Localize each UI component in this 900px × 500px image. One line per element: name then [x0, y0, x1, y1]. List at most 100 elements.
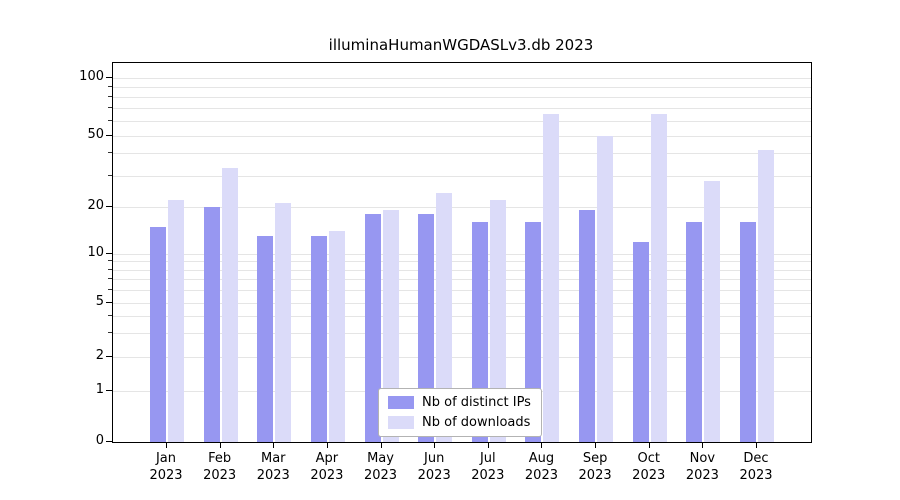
x-tick-label-feb: Feb 2023 — [203, 451, 237, 483]
legend-item-distinct-ips: Nb of distinct IPs — [388, 395, 531, 410]
y-minor-tick-mark — [108, 268, 112, 270]
y-minor-tick-mark — [108, 85, 112, 87]
gridline — [113, 107, 811, 109]
y-tick-label: 5 — [95, 294, 104, 309]
x-tick-mark — [595, 443, 597, 448]
bar-distinct-ips-sep — [579, 210, 596, 442]
gridline — [113, 333, 811, 335]
y-tick-label: 2 — [95, 348, 104, 363]
x-tick-label-apr: Apr 2023 — [310, 451, 344, 483]
x-tick-label-dec: Dec 2023 — [739, 451, 773, 483]
chart-title: illuminaHumanWGDASLv3.db 2023 — [328, 36, 594, 54]
gridline — [113, 269, 811, 271]
x-tick-mark — [756, 443, 757, 448]
gridline — [113, 86, 811, 88]
y-tick-mark — [106, 253, 112, 254]
plot-area: Nb of distinct IPs Nb of downloads — [112, 62, 812, 443]
gridline — [113, 96, 811, 98]
x-tick-mark — [434, 443, 436, 448]
bar-downloads-oct — [650, 114, 667, 442]
y-tick-mark — [106, 441, 112, 442]
gridline — [113, 153, 811, 155]
bar-distinct-ips-mar — [257, 236, 274, 442]
y-minor-tick-mark — [108, 278, 112, 280]
gridline — [113, 78, 811, 79]
y-tick-mark — [106, 77, 112, 78]
y-minor-tick-mark — [108, 119, 112, 121]
bar-distinct-ips-feb — [203, 207, 220, 442]
x-tick-label-may: May 2023 — [363, 451, 398, 483]
bar-distinct-ips-aug — [525, 222, 542, 442]
gridline — [113, 136, 811, 137]
y-tick-mark — [106, 206, 112, 207]
y-minor-tick-mark — [108, 260, 112, 262]
x-tick-mark — [326, 443, 328, 448]
bar-distinct-ips-may — [364, 214, 381, 442]
y-tick-label: 0 — [95, 433, 104, 448]
bar-downloads-jun — [436, 192, 453, 442]
legend-label-downloads: Nb of downloads — [422, 415, 531, 430]
x-tick-mark — [166, 443, 167, 448]
y-tick-label: 100 — [79, 69, 104, 84]
y-tick-mark — [106, 356, 112, 357]
x-tick-label-sep: Sep 2023 — [578, 451, 612, 483]
bar-distinct-ips-nov — [686, 222, 703, 442]
x-tick-mark — [219, 443, 221, 448]
bar-downloads-dec — [758, 149, 774, 442]
y-tick-mark — [106, 302, 112, 303]
x-tick-label-nov: Nov 2023 — [685, 451, 719, 483]
y-minor-tick-mark — [108, 332, 112, 334]
x-tick-label-aug: Aug 2023 — [524, 451, 558, 483]
gridline — [113, 303, 811, 304]
x-tick-mark — [702, 443, 704, 448]
bar-distinct-ips-oct — [632, 241, 649, 442]
y-minor-tick-mark — [108, 174, 112, 176]
y-minor-tick-mark — [108, 152, 112, 154]
legend-swatch-distinct-ips — [388, 396, 414, 409]
bar-distinct-ips-jul — [471, 222, 488, 442]
y-tick-label: 50 — [87, 127, 104, 142]
y-minor-tick-mark — [108, 95, 112, 97]
y-minor-tick-mark — [108, 106, 112, 108]
x-tick-mark — [541, 443, 543, 448]
bar-downloads-jan — [168, 199, 184, 442]
x-tick-label-mar: Mar 2023 — [256, 451, 290, 483]
legend-swatch-downloads — [388, 416, 414, 429]
bar-distinct-ips-jun — [418, 214, 435, 442]
x-tick-mark — [273, 443, 275, 448]
bar-distinct-ips-jan — [150, 226, 166, 442]
legend-item-downloads: Nb of downloads — [388, 415, 531, 430]
legend-label-distinct-ips: Nb of distinct IPs — [422, 395, 531, 410]
bar-downloads-aug — [543, 114, 560, 442]
bar-downloads-apr — [328, 231, 345, 442]
bar-downloads-jul — [489, 199, 506, 442]
gridline — [113, 207, 811, 208]
x-tick-label-jan: Jan 2023 — [149, 451, 183, 483]
gridline — [113, 316, 811, 318]
y-minor-tick-mark — [108, 289, 112, 291]
gridline — [113, 120, 811, 122]
x-tick-label-oct: Oct 2023 — [632, 451, 666, 483]
x-tick-label-jun: Jun 2023 — [417, 451, 451, 483]
bar-downloads-nov — [704, 180, 721, 442]
x-tick-mark — [380, 443, 382, 448]
bar-downloads-sep — [597, 136, 614, 442]
x-tick-label-jul: Jul 2023 — [471, 451, 505, 483]
gridline — [113, 254, 811, 255]
y-tick-label: 20 — [87, 198, 104, 213]
bar-downloads-may — [382, 210, 399, 442]
x-tick-mark — [487, 443, 489, 448]
gridline — [113, 357, 811, 358]
gridline — [113, 261, 811, 263]
y-tick-mark — [106, 135, 112, 136]
legend: Nb of distinct IPs Nb of downloads — [378, 388, 542, 437]
gridline — [113, 175, 811, 177]
x-tick-mark — [648, 443, 650, 448]
bar-distinct-ips-apr — [310, 236, 327, 442]
y-tick-label: 1 — [95, 382, 104, 397]
gridline — [113, 279, 811, 281]
y-tick-mark — [106, 390, 112, 391]
gridline — [113, 290, 811, 292]
y-minor-tick-mark — [108, 315, 112, 317]
